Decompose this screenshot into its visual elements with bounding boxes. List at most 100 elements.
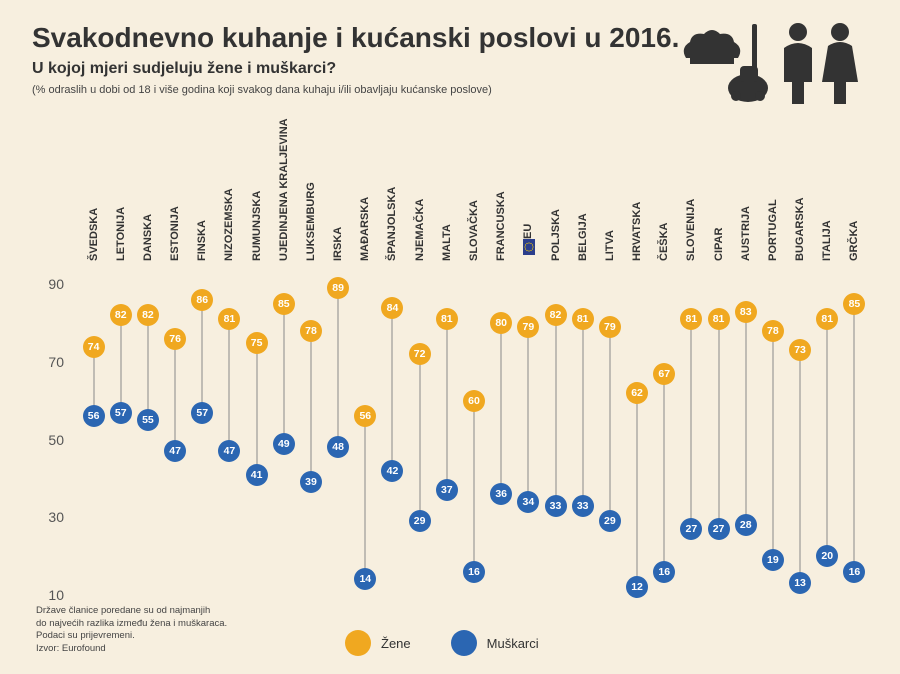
country-column: HRVATSKA6212 <box>623 155 651 595</box>
range-stem <box>419 354 420 521</box>
chart: 1030507090 ŠVEDSKA7456LETONIJA8257DANSKA… <box>32 155 868 595</box>
range-stem <box>800 350 801 583</box>
men-dot: 28 <box>735 514 757 536</box>
women-dot: 81 <box>572 308 594 330</box>
country-label: CIPAR <box>713 228 725 261</box>
men-dot: 33 <box>545 495 567 517</box>
country-column: BELGIJA 81 33 <box>569 155 597 595</box>
y-tick: 10 <box>48 587 64 603</box>
women-dot: 79 <box>517 316 539 338</box>
men-dot: 36 <box>490 483 512 505</box>
plot-area: ŠVEDSKA7456LETONIJA8257DANSKA8255ESTONIJ… <box>80 155 868 595</box>
women-dot: 81 <box>816 308 838 330</box>
range-stem <box>229 319 230 451</box>
y-tick: 70 <box>48 354 64 370</box>
range-stem <box>147 315 148 420</box>
footnote-line-1: Države članice poredane su od najmanjih <box>36 605 227 618</box>
range-stem <box>582 319 583 505</box>
country-column: MALTA8137 <box>433 155 461 595</box>
legend: Žene Muškarci <box>345 630 539 656</box>
range-stem <box>202 300 203 413</box>
women-dot: 78 <box>762 320 784 342</box>
women-dot: 73 <box>789 339 811 361</box>
country-column: LETONIJA8257 <box>107 155 135 595</box>
country-label: SLOVAČKA <box>468 200 480 261</box>
country-label: NIZOZEMSKA <box>223 188 235 261</box>
women-dot: 80 <box>490 312 512 334</box>
range-stem <box>691 319 692 529</box>
country-label: GRČKA <box>848 221 860 261</box>
range-stem <box>120 315 121 412</box>
country-column: UJEDINJENA KRALJEVINA8549 <box>270 155 298 595</box>
range-stem <box>609 327 610 521</box>
header-icons <box>678 18 868 108</box>
men-dot: 34 <box>517 491 539 513</box>
country-label: ŠVEDSKA <box>88 208 100 261</box>
range-stem <box>718 319 719 529</box>
country-label: NJEMAČKA <box>414 199 426 261</box>
men-dot: 57 <box>191 402 213 424</box>
country-column: NJEMAČKA7229 <box>406 155 434 595</box>
range-stem <box>772 331 773 560</box>
country-column: PORTUGAL7819 <box>759 155 787 595</box>
women-dot: 78 <box>300 320 322 342</box>
y-tick: 90 <box>48 276 64 292</box>
country-label: RUMUNJSKA <box>251 191 263 261</box>
country-label: BELGIJA <box>577 213 589 261</box>
country-column: POLJSKA8233 <box>542 155 570 595</box>
country-label: FRANCUSKA <box>495 191 507 261</box>
page-title: Svakodnevno kuhanje i kućanski poslovi u… <box>32 22 700 54</box>
men-dot: 55 <box>137 409 159 431</box>
legend-men: Muškarci <box>451 630 539 656</box>
footnote-line-3: Podaci su prijevremeni. <box>36 630 227 643</box>
men-dot: 27 <box>680 518 702 540</box>
country-label: AUSTRIJA <box>740 206 752 261</box>
women-dot: 81 <box>680 308 702 330</box>
men-dot: 37 <box>436 479 458 501</box>
men-dot: 39 <box>300 471 322 493</box>
country-column: FRANCUSKA 80 36 <box>487 155 515 595</box>
women-dot: 62 <box>626 382 648 404</box>
men-dot: 14 <box>354 568 376 590</box>
range-stem <box>392 308 393 471</box>
country-column: MAĐARSKA5614 <box>351 155 379 595</box>
country-column: ESTONIJA7647 <box>161 155 189 595</box>
range-stem <box>256 343 257 475</box>
women-dot: 56 <box>354 405 376 427</box>
country-column: SLOVENIJA8127 <box>677 155 705 595</box>
country-column: ŠPANJOLSKA8442 <box>378 155 406 595</box>
men-dot: 29 <box>409 510 431 532</box>
country-label: ESTONIJA <box>169 206 181 261</box>
country-label: EU <box>522 224 534 239</box>
men-dot: 48 <box>327 436 349 458</box>
legend-women: Žene <box>345 630 411 656</box>
header: Svakodnevno kuhanje i kućanski poslovi u… <box>32 22 700 96</box>
country-column: CIPAR8127 <box>705 155 733 595</box>
range-stem <box>664 374 665 572</box>
men-dot: 12 <box>626 576 648 598</box>
men-dot: 33 <box>572 495 594 517</box>
footnote-line-4: Izvor: Eurofound <box>36 643 227 656</box>
men-dot: 56 <box>83 405 105 427</box>
women-dot: 76 <box>164 328 186 350</box>
range-stem <box>637 393 638 587</box>
men-dot: 16 <box>843 561 865 583</box>
country-label: LITVA <box>604 230 616 261</box>
range-stem <box>501 323 502 494</box>
legend-women-dot <box>345 630 371 656</box>
footnote: Države članice poredane su od najmanjih … <box>36 605 227 656</box>
country-column: RUMUNJSKA7541 <box>243 155 271 595</box>
range-stem <box>310 331 311 482</box>
country-column: NIZOZEMSKA8147 <box>215 155 243 595</box>
page-note: (% odraslih u dobi od 18 i više godina k… <box>32 84 700 96</box>
country-column: BUGARSKA7313 <box>786 155 814 595</box>
men-dot: 13 <box>789 572 811 594</box>
legend-men-label: Muškarci <box>487 636 539 651</box>
range-stem <box>365 416 366 579</box>
legend-men-dot <box>451 630 477 656</box>
men-dot: 41 <box>246 464 268 486</box>
women-dot: 79 <box>599 316 621 338</box>
men-dot: 20 <box>816 545 838 567</box>
women-dot: 83 <box>735 301 757 323</box>
page-subtitle: U kojoj mjeri sudjeluju žene i muškarci? <box>32 60 700 78</box>
